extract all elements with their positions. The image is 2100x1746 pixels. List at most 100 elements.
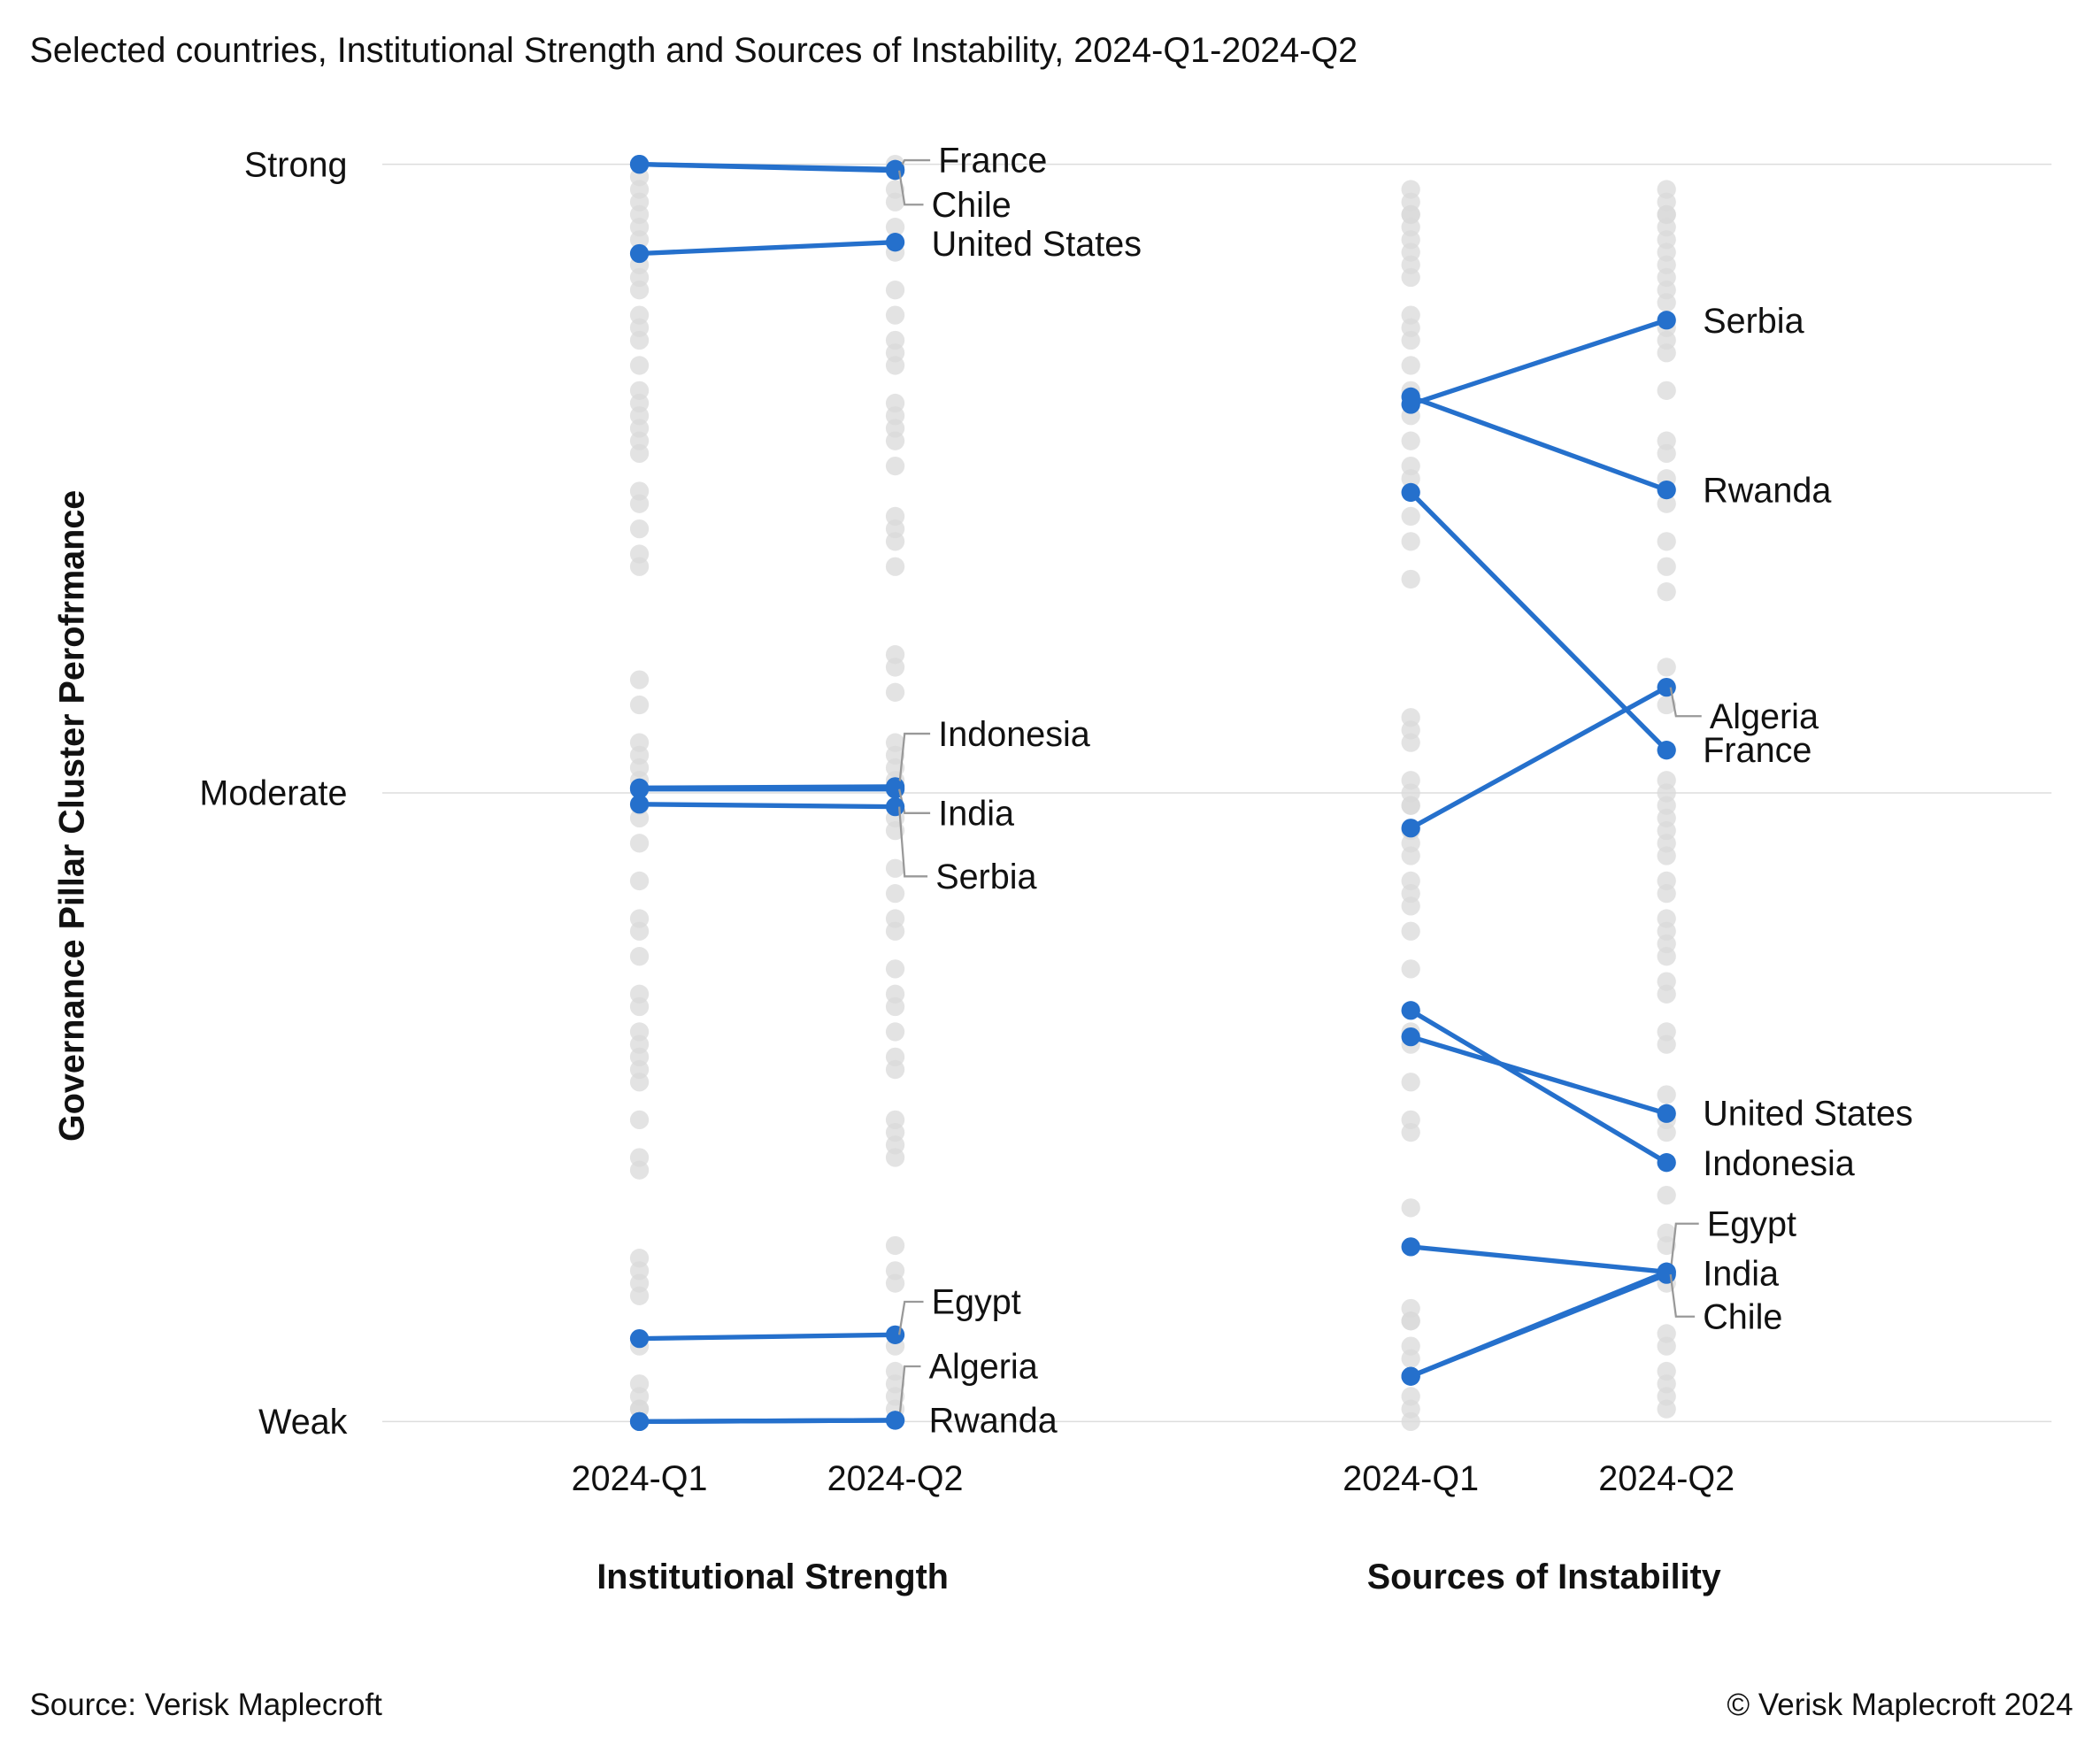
other-country-point bbox=[885, 1273, 905, 1293]
other-country-point bbox=[1657, 343, 1676, 363]
label-leader-line bbox=[898, 1300, 924, 1335]
other-country-point bbox=[629, 519, 650, 539]
other-country-point bbox=[629, 871, 650, 891]
series-label: India bbox=[938, 794, 1014, 833]
other-country-point bbox=[629, 330, 650, 350]
point-q1 bbox=[1401, 819, 1420, 838]
series-label: Rwanda bbox=[1703, 471, 1831, 510]
other-country-point bbox=[1657, 494, 1676, 513]
series-line-united-states bbox=[639, 240, 896, 257]
series-label: United States bbox=[1703, 1095, 1912, 1134]
label-leader-line bbox=[898, 170, 924, 206]
other-country-point bbox=[1657, 443, 1676, 464]
other-country-point bbox=[1657, 1235, 1676, 1256]
y-tick-label: Moderate bbox=[199, 774, 347, 813]
label-leader-line bbox=[897, 806, 928, 878]
other-country-point bbox=[885, 281, 905, 300]
other-country-point bbox=[1401, 1073, 1420, 1092]
other-country-point bbox=[885, 884, 905, 904]
other-country-point bbox=[885, 921, 905, 941]
other-country-point bbox=[629, 834, 650, 853]
x-tick-label: 2024-Q1 bbox=[1342, 1459, 1479, 1498]
x-axis-title: Sources of Instability bbox=[1367, 1558, 1721, 1596]
other-country-point bbox=[885, 431, 905, 450]
other-country-point bbox=[1401, 431, 1420, 450]
point-q1 bbox=[1401, 1027, 1420, 1047]
other-country-point bbox=[1657, 1035, 1676, 1054]
series-label: France bbox=[1703, 731, 1812, 770]
other-country-point bbox=[629, 443, 650, 464]
other-country-point bbox=[629, 808, 650, 828]
other-country-point bbox=[885, 658, 905, 677]
other-country-point bbox=[885, 305, 905, 325]
other-country-point bbox=[1657, 557, 1676, 576]
series-label: Algeria bbox=[1710, 697, 1819, 736]
other-country-point bbox=[1657, 582, 1676, 602]
other-country-point bbox=[1401, 1411, 1420, 1432]
other-country-point bbox=[629, 1160, 650, 1180]
series-label: Indonesia bbox=[938, 715, 1090, 754]
label-leader-line bbox=[1669, 687, 1702, 718]
point-q1 bbox=[1401, 1366, 1420, 1386]
label-leader-line bbox=[1669, 1222, 1699, 1273]
other-country-point bbox=[629, 921, 650, 941]
other-country-point bbox=[1657, 658, 1676, 677]
label-leader-line bbox=[1669, 1273, 1696, 1318]
y-tick-label: Weak bbox=[258, 1403, 348, 1442]
other-country-point bbox=[1401, 896, 1420, 916]
series-line-serbia bbox=[639, 802, 896, 810]
other-country-point bbox=[629, 230, 650, 250]
point-q2 bbox=[885, 796, 905, 817]
point-q2 bbox=[1657, 741, 1676, 760]
point-q1 bbox=[1401, 387, 1420, 407]
other-country-point bbox=[1401, 846, 1420, 865]
other-country-point bbox=[1401, 1349, 1420, 1368]
label-leader-line bbox=[897, 732, 931, 788]
other-country-point bbox=[885, 858, 905, 878]
other-country-point bbox=[885, 1148, 905, 1167]
other-country-point bbox=[885, 192, 905, 212]
chart-title: Selected countries, Institutional Streng… bbox=[29, 31, 1358, 70]
series-label: Indonesia bbox=[1703, 1144, 1855, 1183]
other-country-point bbox=[885, 456, 905, 476]
other-country-point bbox=[1657, 947, 1676, 966]
other-country-point bbox=[885, 996, 905, 1017]
point-q1 bbox=[629, 154, 650, 174]
x-tick-label: 2024-Q2 bbox=[1598, 1459, 1735, 1498]
series-label: Serbia bbox=[1703, 302, 1804, 341]
other-country-point bbox=[1401, 356, 1420, 375]
other-country-point bbox=[885, 218, 905, 237]
point-q2 bbox=[885, 1325, 905, 1344]
series-label: India bbox=[1703, 1255, 1779, 1294]
other-country-point bbox=[1657, 884, 1676, 904]
point-q1 bbox=[1401, 482, 1420, 503]
series-line-algeria bbox=[1409, 685, 1668, 831]
other-country-point bbox=[1657, 532, 1676, 551]
other-country-point bbox=[1401, 921, 1420, 941]
other-country-point bbox=[1657, 1336, 1676, 1356]
point-q2 bbox=[885, 233, 905, 252]
other-country-point bbox=[629, 356, 650, 375]
other-country-point bbox=[1657, 1122, 1676, 1142]
other-country-point bbox=[1401, 733, 1420, 752]
other-country-point bbox=[629, 996, 650, 1017]
series-label: Egypt bbox=[1707, 1204, 1796, 1243]
other-country-point bbox=[1657, 846, 1676, 865]
series-line-rwanda bbox=[639, 1418, 896, 1425]
series-label: Serbia bbox=[935, 858, 1036, 896]
other-country-point bbox=[1657, 381, 1676, 400]
other-country-point bbox=[629, 557, 650, 576]
point-q1 bbox=[1401, 1001, 1420, 1020]
series-line-egypt bbox=[1410, 1244, 1667, 1274]
other-country-point bbox=[1401, 796, 1420, 815]
series-label: Chile bbox=[1703, 1297, 1782, 1336]
other-country-point bbox=[1401, 469, 1420, 488]
other-country-point bbox=[629, 281, 650, 300]
point-q2 bbox=[1657, 480, 1676, 500]
other-country-point bbox=[885, 532, 905, 551]
series-label: France bbox=[938, 142, 1047, 181]
copyright-note: © Verisk Maplecroft 2024 bbox=[1727, 1688, 2073, 1722]
other-country-point bbox=[1401, 506, 1420, 527]
